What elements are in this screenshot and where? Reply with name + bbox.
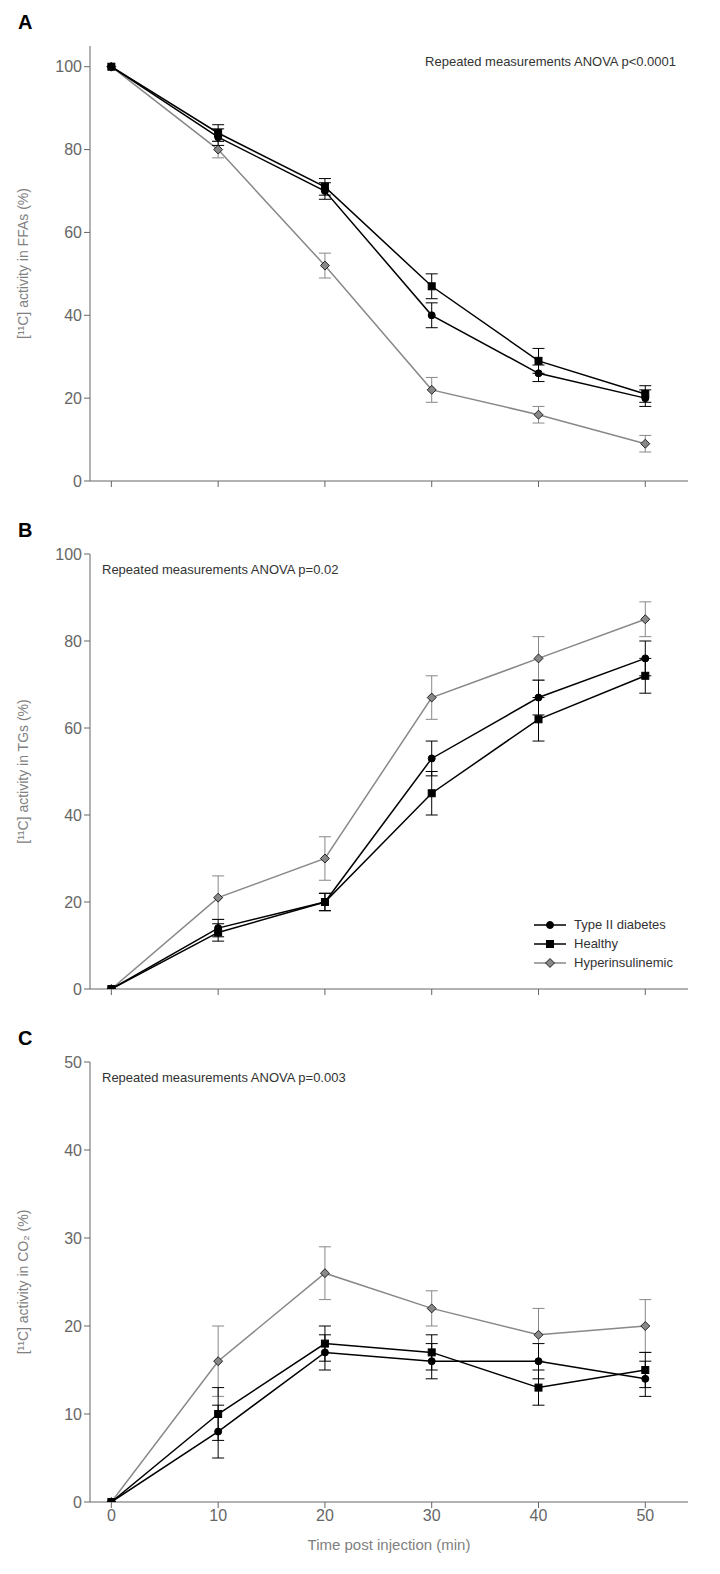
svg-text:50: 50	[636, 1507, 654, 1524]
html-text:Repeated measurements ANOVA p=: Repeated measurements ANOVA p=0.02	[102, 562, 339, 577]
html-text:C: C	[18, 1027, 33, 1049]
svg-text:80: 80	[64, 141, 82, 158]
svg-text:40: 40	[64, 307, 82, 324]
svg-text:[¹¹C] activity in TGs (%): [¹¹C] activity in TGs (%)	[15, 699, 31, 843]
html-text:Healthy: Healthy	[574, 936, 619, 951]
svg-text:20: 20	[64, 1318, 82, 1335]
svg-text:[¹¹C] activity in CO₂ (%): [¹¹C] activity in CO₂ (%)	[15, 1210, 31, 1355]
svg-text:60: 60	[64, 224, 82, 241]
svg-text:30: 30	[64, 1230, 82, 1247]
html-text:Repeated measurements ANOVA p<: Repeated measurements ANOVA p<0.0001	[425, 54, 676, 69]
svg-text:[¹¹C] activity in FFAs (%): [¹¹C] activity in FFAs (%)	[15, 188, 31, 339]
svg-text:20: 20	[316, 1507, 334, 1524]
svg-text:30: 30	[423, 1507, 441, 1524]
svg-text:0: 0	[73, 473, 82, 490]
svg-text:20: 20	[64, 894, 82, 911]
svg-text:Time post injection (min): Time post injection (min)	[308, 1536, 471, 1553]
svg-text:10: 10	[209, 1507, 227, 1524]
svg-text:0: 0	[73, 1494, 82, 1511]
svg-text:20: 20	[64, 390, 82, 407]
html-text:A: A	[18, 11, 33, 33]
svg-text:100: 100	[55, 58, 82, 75]
html-text:B: B	[18, 519, 33, 541]
svg-text:40: 40	[64, 1142, 82, 1159]
svg-text:0: 0	[73, 981, 82, 998]
svg-text:80: 80	[64, 633, 82, 650]
svg-text:40: 40	[64, 807, 82, 824]
svg-text:10: 10	[64, 1406, 82, 1423]
svg-text:50: 50	[64, 1054, 82, 1071]
html-text:Repeated measurements ANOVA p=: Repeated measurements ANOVA p=0.003	[102, 1070, 346, 1085]
svg-text:0: 0	[107, 1507, 116, 1524]
html-text:Type II diabetes: Type II diabetes	[574, 917, 666, 932]
html-text:Hyperinsulinemic: Hyperinsulinemic	[574, 955, 673, 970]
svg-text:40: 40	[530, 1507, 548, 1524]
svg-text:100: 100	[55, 546, 82, 563]
svg-text:60: 60	[64, 720, 82, 737]
